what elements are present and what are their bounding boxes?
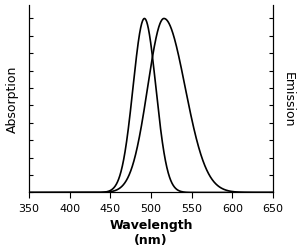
Y-axis label: Emission: Emission — [281, 72, 294, 127]
Y-axis label: Absorption: Absorption — [6, 66, 19, 133]
X-axis label: Wavelength
(nm): Wavelength (nm) — [109, 218, 193, 246]
